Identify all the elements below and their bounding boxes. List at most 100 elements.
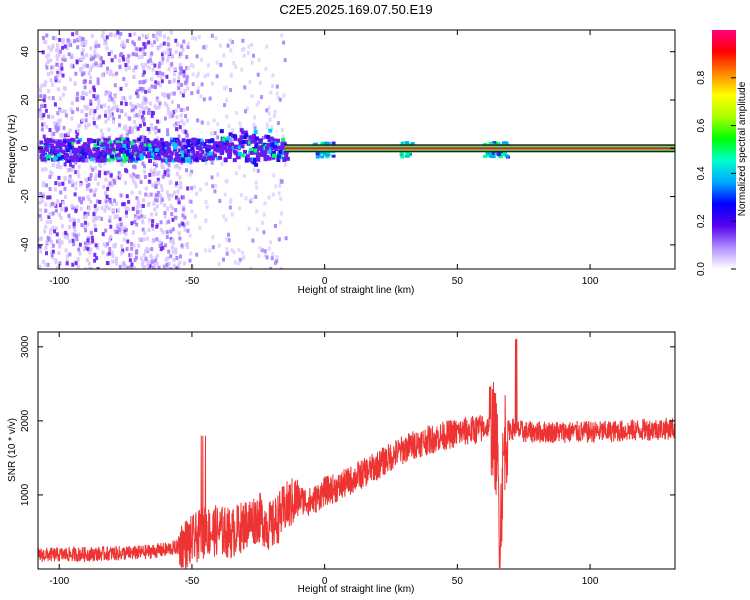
heatmap-cell: [138, 109, 142, 114]
spectrogram-y-label: Frequency (Hz): [7, 115, 18, 184]
heatmap-cell: [83, 142, 88, 147]
heatmap-cell: [229, 48, 233, 53]
heatmap-cell: [141, 139, 145, 144]
heatmap-cell: [186, 245, 190, 250]
heatmap-cell: [67, 131, 71, 136]
heatmap-cell: [141, 119, 145, 124]
heatmap-cell: [276, 158, 281, 163]
heatmap-cell: [92, 111, 96, 116]
heatmap-cell: [123, 139, 128, 144]
heatmap-cell: [186, 143, 191, 148]
heatmap-cell: [142, 70, 146, 75]
heatmap-cell: [184, 141, 188, 146]
heatmap-cell: [63, 162, 67, 167]
heatmap-cell: [269, 139, 274, 144]
heatmap-cell: [76, 38, 80, 43]
heatmap-cell: [124, 143, 129, 148]
heatmap-cell: [56, 73, 60, 78]
heatmap-cell: [123, 43, 127, 48]
heatmap-cell: [138, 86, 142, 91]
heatmap-cell: [81, 144, 86, 149]
heatmap-cell: [499, 151, 504, 155]
heatmap-cell: [155, 224, 159, 229]
heatmap-cell: [122, 153, 127, 158]
heatmap-cell: [51, 163, 55, 168]
heatmap-cell: [198, 156, 203, 161]
heatmap-cell: [111, 156, 116, 161]
heatmap-cell: [169, 137, 174, 142]
heatmap-cell: [174, 38, 178, 43]
heatmap-cell: [56, 47, 60, 52]
heatmap-cell: [117, 170, 121, 175]
heatmap-cell: [278, 183, 282, 188]
heatmap-cell: [182, 69, 186, 74]
heatmap-cell: [42, 157, 47, 162]
heatmap-cell: [208, 96, 212, 101]
heatmap-cell: [156, 171, 160, 176]
heatmap-cell: [106, 170, 110, 175]
heatmap-cell: [194, 157, 199, 162]
heatmap-cell: [127, 206, 131, 211]
heatmap-cell: [148, 86, 152, 91]
heatmap-cell: [71, 64, 75, 69]
heatmap-cell: [210, 160, 214, 165]
heatmap-cell: [77, 247, 81, 252]
heatmap-cell: [202, 45, 206, 50]
heatmap-cell: [77, 164, 81, 169]
heatmap-cell: [163, 92, 167, 97]
heatmap-cell: [195, 150, 200, 155]
heatmap-cell: [70, 145, 75, 150]
heatmap-cell: [62, 125, 66, 130]
heatmap-cell: [63, 177, 67, 182]
heatmap-cell: [244, 133, 249, 138]
heatmap-cell: [55, 141, 60, 146]
heatmap-cell: [150, 61, 154, 66]
heatmap-cell: [57, 175, 61, 180]
heatmap-cell: [122, 143, 127, 148]
heatmap-cell: [151, 150, 156, 155]
heatmap-cell: [250, 42, 254, 47]
heatmap-cell: [39, 110, 43, 115]
heatmap-cell: [154, 212, 158, 217]
heatmap-cell: [270, 142, 275, 147]
heatmap-cell: [275, 84, 279, 89]
heatmap-cell: [501, 153, 506, 157]
heatmap-cell: [169, 254, 173, 259]
heatmap-cell: [41, 181, 45, 186]
heatmap-cell: [139, 204, 143, 209]
heatmap-cell: [144, 192, 148, 197]
heatmap-cell: [47, 145, 52, 150]
heatmap-cell: [81, 196, 85, 201]
heatmap-cell: [223, 86, 227, 91]
heatmap-cell: [254, 145, 259, 150]
heatmap-cell: [268, 128, 273, 133]
heatmap-cell: [74, 160, 78, 165]
heatmap-cell: [228, 148, 233, 153]
heatmap-cell: [325, 155, 330, 159]
heatmap-cell: [74, 170, 78, 175]
heatmap-cell: [55, 43, 59, 48]
heatmap-cell: [89, 200, 93, 205]
heatmap-cell: [166, 47, 170, 52]
heatmap-cell: [130, 190, 134, 195]
heatmap-cell: [147, 88, 151, 93]
heatmap-cell: [148, 264, 152, 269]
heatmap-cell: [172, 145, 177, 150]
heatmap-cell: [125, 133, 129, 138]
heatmap-cell: [114, 259, 118, 264]
spectrogram-y-tick-label: 20: [20, 94, 31, 106]
heatmap-cell: [190, 186, 194, 191]
heatmap-cell: [131, 107, 135, 112]
heatmap-cell: [172, 110, 176, 115]
heatmap-cell: [128, 32, 132, 37]
heatmap-cell: [207, 144, 212, 149]
heatmap-cell: [237, 145, 242, 150]
heatmap-cell: [58, 108, 62, 113]
heatmap-cell: [132, 42, 136, 47]
heatmap-cell: [261, 220, 265, 225]
heatmap-cell: [174, 208, 178, 213]
heatmap-cell: [108, 148, 113, 153]
heatmap-cell: [99, 163, 103, 168]
heatmap-cell: [278, 97, 282, 102]
